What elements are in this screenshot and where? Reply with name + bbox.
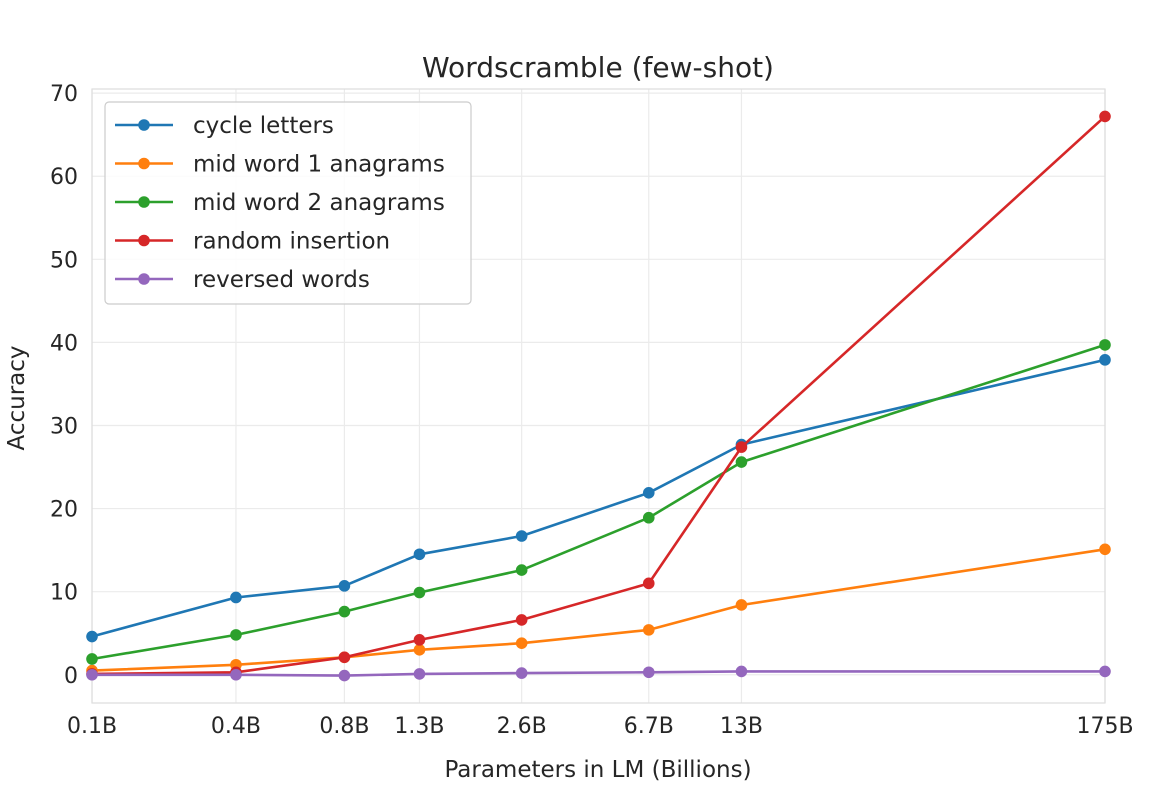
legend-item: mid word 2 anagrams bbox=[115, 190, 445, 216]
x-tick-label: 1.3B bbox=[394, 714, 444, 739]
data-point bbox=[735, 599, 748, 611]
axis-ticks: 0.1B 0.4B 0.8B 1.3B 2.6B 6.7B 13B 175B 0 10 20 30 40… bbox=[50, 82, 1134, 739]
grid bbox=[91, 89, 1106, 703]
legend-box bbox=[104, 101, 472, 305]
data-point bbox=[86, 630, 98, 643]
series-line bbox=[91, 548, 1106, 672]
series-2 bbox=[86, 339, 1111, 665]
legend-item: mid word 1 anagrams bbox=[115, 152, 445, 178]
legend-label: reversed words bbox=[193, 267, 370, 293]
data-point bbox=[1099, 110, 1111, 123]
data-point bbox=[338, 605, 351, 618]
data-point bbox=[1099, 354, 1111, 366]
data-point bbox=[413, 644, 426, 656]
data-point bbox=[642, 666, 655, 679]
legend-swatch-marker bbox=[138, 157, 150, 170]
data-point bbox=[230, 591, 242, 604]
legend-item: random insertion bbox=[115, 229, 390, 255]
legend: cycle letters mid word 1 anagrams mid word… bbox=[104, 101, 472, 305]
legend-item: reversed words bbox=[115, 267, 370, 293]
legend-swatch-marker bbox=[138, 119, 150, 131]
data-point bbox=[735, 456, 748, 468]
data-point bbox=[86, 668, 98, 681]
data-point bbox=[735, 441, 748, 453]
data-point bbox=[515, 614, 528, 626]
y-tick-label: 40 bbox=[50, 331, 78, 356]
data-point bbox=[338, 580, 351, 592]
x-tick-label: 13B bbox=[720, 714, 763, 739]
series-line bbox=[91, 343, 1106, 661]
series-4 bbox=[86, 665, 1111, 682]
data-point bbox=[1099, 543, 1111, 556]
y-tick-label: 70 bbox=[50, 82, 78, 107]
legend-swatch-marker bbox=[138, 234, 150, 247]
series-1 bbox=[86, 543, 1111, 677]
y-tick-label: 60 bbox=[50, 165, 78, 190]
series-0 bbox=[86, 354, 1111, 643]
x-tick-label: 0.4B bbox=[211, 714, 261, 739]
y-tick-label: 20 bbox=[50, 498, 78, 523]
data-point bbox=[515, 564, 528, 576]
data-point bbox=[1099, 665, 1111, 678]
series-line bbox=[92, 670, 1105, 677]
data-point bbox=[642, 486, 655, 499]
legend-swatch-marker bbox=[138, 273, 150, 285]
data-point bbox=[413, 548, 426, 561]
data-point bbox=[338, 651, 351, 664]
plot-area bbox=[91, 88, 1106, 704]
legend-item: cycle letters bbox=[115, 113, 334, 139]
series-line bbox=[91, 115, 1106, 676]
y-tick-label: 50 bbox=[50, 248, 78, 273]
data-point bbox=[642, 577, 655, 590]
data-point bbox=[515, 530, 528, 542]
data-point bbox=[1099, 339, 1111, 351]
data-point bbox=[338, 669, 351, 682]
legend-label: mid word 1 anagrams bbox=[193, 152, 445, 178]
x-tick-label: 0.8B bbox=[319, 714, 369, 739]
data-point bbox=[413, 634, 426, 646]
x-tick-label: 0.1B bbox=[67, 714, 117, 739]
legend-swatch-marker bbox=[138, 196, 150, 208]
legend-label: random insertion bbox=[193, 229, 390, 255]
data-point bbox=[642, 511, 655, 524]
chart-title: Wordscramble (few-shot) bbox=[422, 51, 774, 84]
y-tick-label: 0 bbox=[64, 664, 78, 689]
data-point bbox=[413, 668, 426, 680]
data-point bbox=[515, 637, 528, 649]
x-tick-label: 175B bbox=[1076, 714, 1133, 739]
data-point bbox=[642, 624, 655, 636]
series-group bbox=[86, 110, 1111, 682]
legend-label: mid word 2 anagrams bbox=[193, 190, 445, 216]
series-line bbox=[91, 358, 1106, 638]
x-tick-label: 2.6B bbox=[497, 714, 547, 739]
x-axis-label: Parameters in LM (Billions) bbox=[444, 757, 751, 783]
y-tick-label: 10 bbox=[50, 581, 78, 606]
data-point bbox=[86, 653, 98, 665]
y-tick-label: 30 bbox=[50, 414, 78, 439]
data-point bbox=[735, 665, 748, 678]
legend-label: cycle letters bbox=[193, 113, 334, 139]
x-tick-label: 6.7B bbox=[624, 714, 674, 739]
data-point bbox=[230, 668, 242, 681]
data-point bbox=[515, 667, 528, 679]
data-point bbox=[413, 586, 426, 599]
y-axis-label: Accuracy bbox=[4, 345, 30, 450]
data-point bbox=[230, 629, 242, 641]
